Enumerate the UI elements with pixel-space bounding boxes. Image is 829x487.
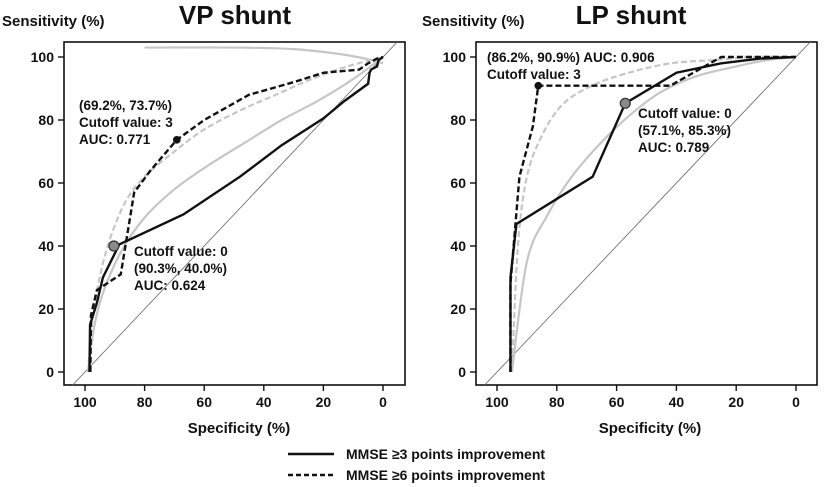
series-line-solid xyxy=(509,55,797,372)
series-line-dashed xyxy=(89,55,384,373)
x-tick-label: 20 xyxy=(728,394,744,410)
y-tick-label: 80 xyxy=(38,112,54,128)
y-tick-label: 20 xyxy=(38,301,54,317)
x-tick-label: 40 xyxy=(669,394,685,410)
annotation-line: AUC: 0.624 xyxy=(134,278,206,293)
y-axis-label: Sensitivity (%) xyxy=(2,13,105,30)
annotation-layer: (86.2%, 90.9%) AUC: 0.906 Cutoff value: 3… xyxy=(487,50,732,155)
cutoff-point-filled xyxy=(172,136,181,144)
panel-title: LP shunt xyxy=(576,0,687,30)
y-axis-label: Sensitivity (%) xyxy=(422,13,525,30)
legend: MMSE ≥3 points improvement MMSE ≥6 point… xyxy=(288,446,545,483)
cutoff-point-filled xyxy=(534,81,543,90)
y-tick-label: 60 xyxy=(38,175,54,191)
series-line-smooth-gray xyxy=(86,56,384,373)
chance-diagonal xyxy=(484,42,811,385)
clipped-curves xyxy=(484,42,811,385)
annotation-line: Cutoff value: 3 xyxy=(79,115,173,130)
y-tick-label: 0 xyxy=(458,364,466,380)
annotation-line: (90.3%, 40.0%) xyxy=(134,261,227,276)
tick-layer: 100 80 60 40 20 0 0 20 40 60 80 100 xyxy=(31,49,387,410)
point-layer xyxy=(108,136,181,252)
annotation-line: Cutoff value: 0 xyxy=(134,244,228,259)
panel-vp-shunt: VP shunt Sensitivity (%) Specificity (%)… xyxy=(2,0,406,437)
annotation-layer: (69.2%, 73.7%) Cutoff value: 3 AUC: 0.771 C… xyxy=(79,98,228,293)
annotation-line: Cutoff value: 3 xyxy=(487,67,581,82)
cutoff-point-gray xyxy=(108,240,120,252)
x-axis-label: Specificity (%) xyxy=(599,420,702,437)
annotation-line: AUC: 0.789 xyxy=(638,140,709,155)
annotation-line: (69.2%, 73.7%) xyxy=(79,98,172,113)
plot-frame xyxy=(63,41,406,386)
x-tick-label: 60 xyxy=(196,394,212,410)
panel-title: VP shunt xyxy=(179,0,292,30)
plot-frame xyxy=(475,41,818,386)
x-tick-label: 0 xyxy=(792,394,800,410)
y-tick-label: 100 xyxy=(31,49,55,65)
annotation-line: (57.1%, 85.3%) xyxy=(638,123,731,138)
curve-layer xyxy=(484,42,811,385)
panel-lp-shunt: LP shunt Sensitivity (%) Specificity (%)… xyxy=(422,0,818,437)
series-line-smooth-dashed-gray xyxy=(510,55,797,373)
y-tick-label: 60 xyxy=(450,175,466,191)
series-line-smooth-gray xyxy=(144,46,384,65)
y-tick-label: 20 xyxy=(450,301,466,317)
series-line-smooth-gray xyxy=(510,55,797,373)
point-layer xyxy=(534,81,631,109)
x-tick-label: 80 xyxy=(549,394,565,410)
annotation-line: AUC: 0.771 xyxy=(79,132,151,147)
y-tick-label: 80 xyxy=(450,112,466,128)
annotation-line: Cutoff value: 0 xyxy=(638,106,732,121)
y-tick-label: 40 xyxy=(450,238,466,254)
x-tick-label: 60 xyxy=(609,394,625,410)
series-line-smooth-dashed-gray xyxy=(86,55,384,373)
y-tick-label: 100 xyxy=(443,49,467,65)
y-tick-label: 0 xyxy=(46,364,54,380)
series-line-solid xyxy=(88,56,384,373)
clipped-curves xyxy=(72,42,398,385)
x-tick-label: 100 xyxy=(73,394,97,410)
x-tick-label: 20 xyxy=(316,394,332,410)
curve-layer xyxy=(72,42,398,385)
x-tick-label: 0 xyxy=(379,394,387,410)
x-tick-label: 100 xyxy=(485,394,509,410)
x-axis-label: Specificity (%) xyxy=(188,420,291,437)
chance-diagonal xyxy=(72,42,398,385)
tick-layer: 100 80 60 40 20 0 0 20 40 60 80 100 xyxy=(443,49,800,410)
x-tick-label: 40 xyxy=(256,394,272,410)
cutoff-point-gray xyxy=(619,97,631,109)
annotation-line: (86.2%, 90.9%) AUC: 0.906 xyxy=(487,50,655,65)
series-line-dashed xyxy=(509,55,796,372)
x-tick-label: 80 xyxy=(137,394,153,410)
legend-solid-label: MMSE ≥3 points improvement xyxy=(346,446,545,462)
y-tick-label: 40 xyxy=(38,238,54,254)
legend-dashed-label: MMSE ≥6 points improvement xyxy=(346,467,545,483)
